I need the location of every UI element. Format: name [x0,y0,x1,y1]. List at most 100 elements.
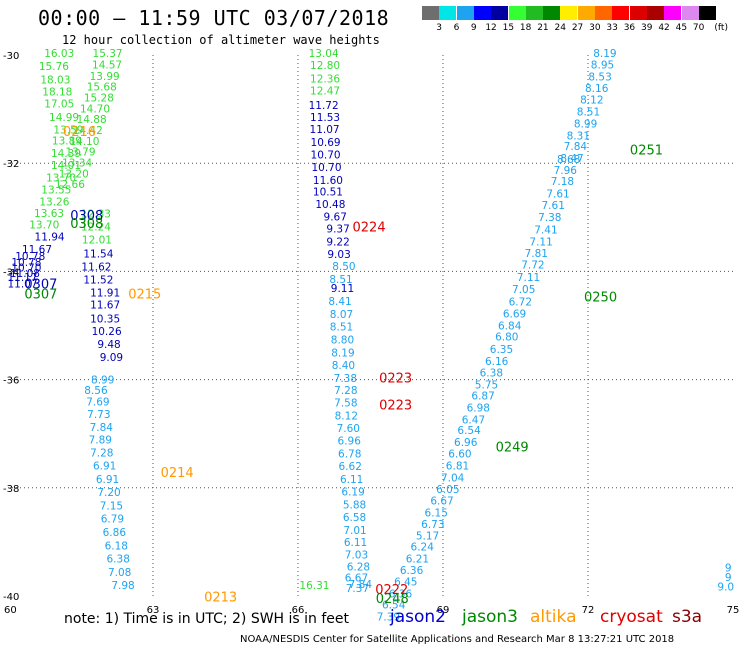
swh-value: 11.62 [81,261,111,273]
swh-value: 15.28 [84,93,114,105]
swh-value: 8.51 [329,274,352,286]
legend-label: 12 [485,23,497,33]
legend-swatch [629,6,647,20]
swh-value: 7.39 [377,611,400,623]
swh-value: 12.36 [310,74,340,86]
swh-value: 7.41 [534,225,557,237]
swh-value: 8.51 [330,321,353,333]
swh-value: 5.88 [343,499,366,511]
swh-value: 8.19 [593,48,616,60]
legend-swatch [491,6,509,20]
swh-value: 7.81 [525,248,548,260]
swh-value: 10.70 [11,262,41,274]
pass-time-label: 0214 [161,466,194,481]
swh-value: 5.75 [475,379,498,391]
legend-label: 70 [692,23,705,33]
swh-value: 8.53 [588,71,611,83]
swh-value: 12.24 [81,221,111,233]
swh-value: 7.05 [512,284,535,296]
swh-value: 8.16 [585,83,609,95]
legend-swatch [439,6,457,20]
swh-value: 11.72 [309,100,339,112]
satellite-jason3: jason3 [462,607,518,627]
swh-value: 6.21 [406,553,429,565]
swh-value: 7.58 [334,398,357,410]
pass-time-label: 0213 [204,590,237,605]
swh-value: 6.69 [503,308,526,320]
swh-value: 10.78 [15,251,45,263]
swh-value: 18.03 [40,75,70,87]
swh-value: 6.24 [411,542,435,554]
swh-value: 6.67 [345,572,368,584]
pass-time-label: 0308 [70,217,103,232]
y-tick-label: -38 [3,484,19,495]
swh-value: 6.96 [338,436,362,448]
pass-time-label: 0249 [496,441,529,456]
swh-value: 6.96 [454,437,478,449]
swh-value: 8.31 [567,130,590,142]
swh-value: 14.39 [51,148,81,160]
swh-value: 7.37 [346,583,369,595]
swh-value: 8.12 [580,95,603,107]
legend-unit: (ft) [714,23,728,33]
legend-label: 9 [470,23,477,33]
pass-time-label: 0307 [24,278,57,293]
x-tick-label: 63 [147,605,160,616]
swh-value: 9 [725,563,732,575]
swh-value: 10.35 [90,313,120,325]
page-title: 00:00 – 11:59 UTC 03/07/2018 [38,6,390,30]
swh-value: 7.15 [100,500,123,512]
swh-value: 11.53 [310,112,340,124]
swh-value: 8.40 [332,360,355,372]
swh-value: 12.01 [82,234,112,246]
swh-value: 13.99 [90,71,120,83]
y-tick-label: -32 [3,159,19,170]
swh-value: 7.84 [564,141,588,153]
swh-value: 13.70 [29,220,59,232]
swh-value: 6.16 [485,356,509,368]
legend-label: 33 [606,23,618,33]
swh-value: 8.51 [577,107,600,119]
swh-value: 7.18 [551,176,574,188]
swh-value: 6.19 [341,486,364,498]
swh-value: 7.01 [343,525,366,537]
swh-value: 7.08 [108,567,131,579]
legend-label: 24 [554,23,566,33]
swh-value: 16.31 [299,580,329,592]
swh-value: 13.20 [59,168,89,180]
legend-label: 18 [519,23,532,33]
swh-value: 11.67 [90,300,120,312]
swh-value: 7.60 [337,423,360,435]
legend-swatch [698,6,716,20]
swh-value: 12.80 [310,60,340,72]
legend-swatch [473,6,491,20]
swh-value: 9.67 [324,212,347,224]
swh-value: 6.15 [425,507,448,519]
swh-value: 11.08 [10,268,40,280]
swh-value: 8.68 [557,154,580,166]
swh-value: 7.96 [554,165,578,177]
x-tick-label: 66 [292,605,305,616]
swh-value: 6.18 [105,540,128,552]
swh-value: 9.0 [717,582,734,594]
swh-value: 11.07 [7,279,37,291]
swh-value: 11.91 [90,287,120,299]
swh-value: 6.11 [344,537,367,549]
swh-value: 7.72 [521,260,544,272]
swh-value: 10.70 [311,149,341,161]
legend-swatch [525,6,543,20]
pass-time-label: 0215 [128,287,161,302]
swh-value: 10.78 [11,257,41,269]
swh-value: 9.37 [326,223,349,235]
legend-swatch [577,6,595,20]
legend-swatch [612,6,630,20]
swh-value: 9.48 [97,339,120,351]
swh-value: 7.73 [87,409,110,421]
legend-swatch [508,6,526,20]
swh-value: 6.35 [490,344,513,356]
swh-value: 6.73 [421,519,444,531]
swh-value: 11.60 [313,175,343,187]
swh-value: 7.28 [334,385,357,397]
swh-value: 14.57 [92,60,122,72]
swh-value: 6.47 [462,414,485,426]
